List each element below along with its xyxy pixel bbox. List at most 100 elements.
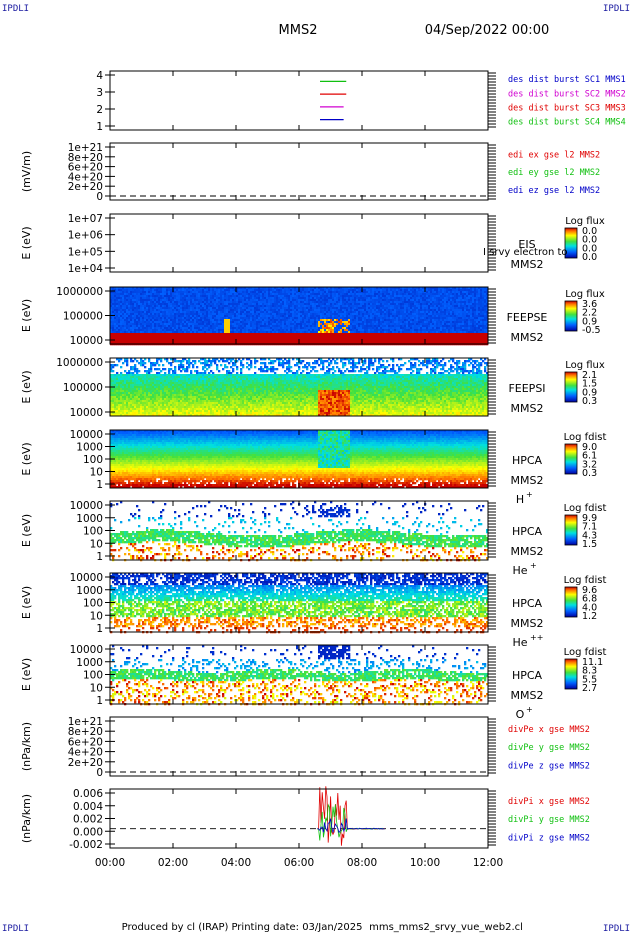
spectrogram-cell: [268, 289, 271, 292]
spectrogram-cell: [174, 293, 177, 296]
spectrogram-cell: [240, 333, 243, 336]
spectrogram-cell: [240, 313, 243, 316]
spectrogram-cell: [178, 327, 181, 330]
spectrogram-cell: [474, 297, 477, 300]
spectrogram-cell: [466, 323, 469, 326]
spectrogram-cell: [460, 287, 463, 290]
spectrogram-cell: [386, 297, 389, 300]
spectrogram-cell: [482, 323, 485, 326]
spectrogram-cell: [138, 315, 141, 318]
spectrogram-cell: [162, 315, 165, 318]
spectrogram-cell: [218, 299, 221, 302]
spectrogram-cell: [124, 297, 127, 300]
spectrogram-cell: [300, 297, 303, 300]
spectrogram-cell: [408, 307, 411, 310]
spectrogram-cell: [336, 303, 339, 306]
spectrogram-cell: [384, 307, 387, 310]
spectrogram-cell: [436, 291, 439, 294]
spectrogram-cell: [324, 325, 327, 328]
spectrogram-cell: [160, 323, 163, 326]
spectrogram-cell: [302, 293, 305, 296]
spectrogram-cell: [188, 319, 191, 322]
spectrogram-cell: [418, 305, 421, 308]
spectrogram-cell: [236, 301, 239, 304]
spectrogram-cell: [428, 305, 431, 308]
spectrogram-cell: [348, 317, 351, 320]
spectrogram-cell: [444, 323, 447, 326]
spectrogram-cell: [226, 305, 229, 308]
spectrogram-cell: [238, 289, 241, 292]
spectrogram-cell: [232, 321, 235, 324]
spectrogram-cell: [318, 289, 321, 292]
spectrogram-cell: [342, 331, 345, 334]
spectrogram-cell: [136, 305, 139, 308]
spectrogram-cell: [204, 317, 207, 320]
spectrogram-cell: [198, 299, 201, 302]
spectrogram-cell: [346, 287, 349, 290]
spectrogram-cell: [212, 307, 215, 310]
spectrogram-cell: [346, 321, 349, 324]
spectrogram-cell: [404, 303, 407, 306]
spectrogram-cell: [302, 337, 305, 340]
spectrogram-cell: [464, 301, 467, 304]
spectrogram-cell: [452, 313, 455, 316]
spectrogram-cell: [292, 289, 295, 292]
spectrogram-cell: [398, 307, 401, 310]
spectrogram-cell: [134, 287, 137, 290]
spectrogram-cell: [216, 297, 219, 300]
spectrogram-cell: [228, 329, 231, 332]
spectrogram-cell: [320, 309, 323, 312]
spectrogram-cell: [246, 327, 249, 330]
spectrogram-cell: [234, 321, 237, 324]
spectrogram-cell: [326, 305, 329, 308]
spectrogram-cell: [272, 307, 275, 310]
spectrogram-cell: [150, 333, 153, 336]
spectrogram-cell: [390, 323, 393, 326]
spectrogram-cell: [330, 333, 333, 336]
spectrogram-cell: [362, 321, 365, 324]
spectrogram-cell: [476, 291, 479, 294]
panel-frame: [109, 213, 489, 273]
spectrogram-cell: [174, 321, 177, 324]
spectrogram-cell: [112, 307, 115, 310]
spectrogram-cell: [132, 319, 135, 322]
spectrogram-cell: [236, 291, 239, 294]
spectrogram-cell: [340, 311, 343, 314]
spectrogram-cell: [376, 319, 379, 322]
spectrogram-cell: [160, 311, 163, 314]
spectrogram-cell: [186, 333, 189, 336]
spectrogram-cell: [350, 303, 353, 306]
spectrogram-cell: [350, 329, 353, 332]
spectrogram-cell: [384, 323, 387, 326]
spectrogram-cell: [356, 319, 359, 322]
spectrogram-cell: [212, 337, 215, 340]
spectrogram-cell: [266, 319, 269, 322]
spectrogram-cell: [204, 327, 207, 330]
spectrogram-cell: [296, 323, 299, 326]
spectrogram-cell: [408, 331, 411, 334]
spectrogram-cell: [468, 325, 471, 328]
spectrogram-cell: [406, 321, 409, 324]
spectrogram-cell: [332, 335, 335, 338]
spectrogram-cell: [202, 321, 205, 324]
spectrogram-cell: [324, 295, 327, 298]
spectrogram-cell: [164, 337, 167, 340]
spectrogram-cell: [288, 297, 291, 300]
spectrogram-cell: [122, 319, 125, 322]
spectrogram-cell: [382, 289, 385, 292]
spectrogram-cell: [456, 315, 459, 318]
spectrogram-cell: [394, 309, 397, 312]
spectrogram-cell: [268, 309, 271, 312]
spectrogram-cell: [146, 291, 149, 294]
spectrogram-cell: [268, 305, 271, 308]
spectrogram-cell: [182, 331, 185, 334]
spectrogram-cell: [142, 309, 145, 312]
spectrogram-cell: [372, 295, 375, 298]
spectrogram-cell: [170, 317, 173, 320]
spectrogram-cell: [244, 305, 247, 308]
spectrogram-cell: [194, 303, 197, 306]
spectrogram-cell: [364, 315, 367, 318]
spectrogram-cell: [466, 289, 469, 292]
spectrogram-cell: [168, 301, 171, 304]
spectrogram-cell: [196, 317, 199, 320]
